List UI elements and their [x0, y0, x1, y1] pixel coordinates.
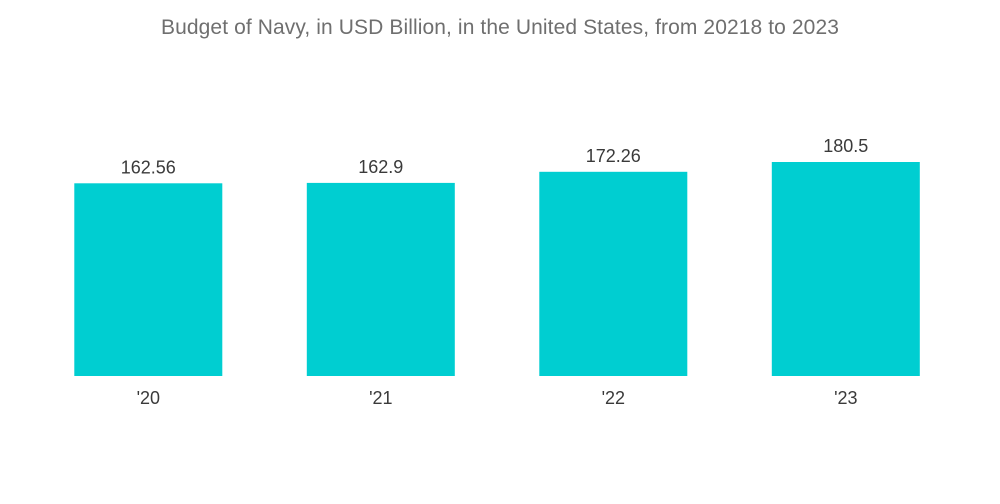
bar-value-label-3: 180.5	[823, 136, 868, 156]
bar-value-label-0: 162.56	[121, 157, 176, 177]
bars-group	[74, 162, 920, 376]
x-tick-label-3: '23	[834, 388, 857, 408]
bar-value-label-1: 162.9	[358, 157, 403, 177]
bar-2	[539, 171, 688, 376]
x-tick-label-2: '22	[602, 388, 625, 408]
bar-value-label-2: 172.26	[586, 146, 641, 166]
x-axis-ticks: '20 '21 '22 '23	[137, 388, 858, 408]
chart-title: Budget of Navy, in USD Billion, in the U…	[160, 16, 840, 39]
x-tick-label-1: '21	[369, 388, 392, 408]
x-tick-label-0: '20	[137, 388, 160, 408]
bar-0	[74, 183, 223, 376]
bar-3	[771, 162, 920, 376]
bar-1	[306, 182, 455, 376]
value-labels-group: 162.56 162.9 172.26 180.5	[121, 136, 869, 177]
